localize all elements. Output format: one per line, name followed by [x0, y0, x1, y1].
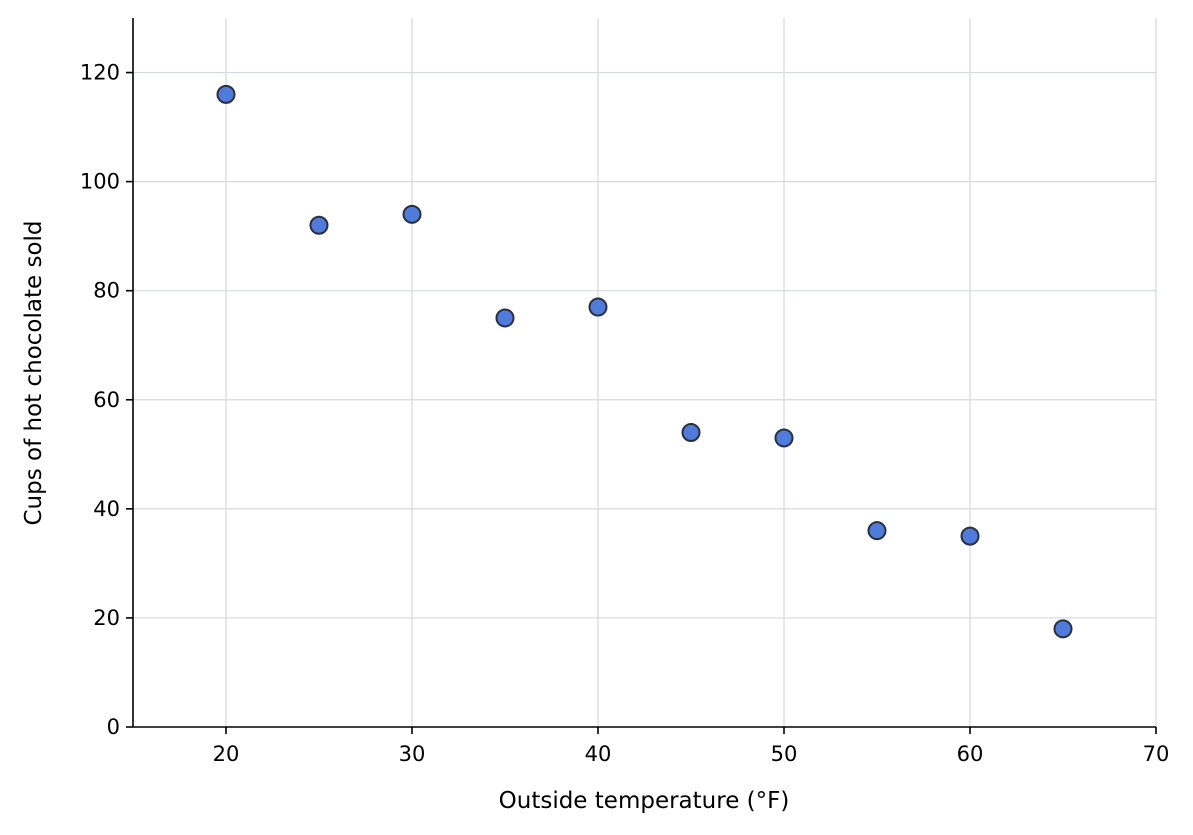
data-point: [402, 204, 422, 224]
data-point: [588, 297, 608, 317]
x-tick-label: 60: [957, 742, 984, 766]
x-tick-label: 30: [399, 742, 426, 766]
x-tick-label: 50: [771, 742, 798, 766]
data-point: [1053, 619, 1073, 639]
data-point: [774, 428, 794, 448]
x-tick-label: 70: [1143, 742, 1170, 766]
y-tick-label: 40: [93, 497, 120, 521]
tick-marks: 20 30 40 50 60 70 0 20 40 60 80 100 120: [80, 61, 1169, 766]
data-point: [867, 521, 887, 541]
data-point: [681, 422, 701, 442]
data-point: [309, 215, 329, 235]
data-point: [960, 526, 980, 546]
y-tick-label: 60: [93, 388, 120, 412]
y-tick-label: 20: [93, 606, 120, 630]
data-point: [495, 308, 515, 328]
y-tick-label: 80: [93, 279, 120, 303]
data-points: [216, 84, 1073, 639]
x-tick-label: 20: [213, 742, 240, 766]
x-tick-label: 40: [585, 742, 612, 766]
y-tick-label: 120: [80, 61, 120, 85]
y-tick-label: 100: [80, 170, 120, 194]
x-axis-title: Outside temperature (°F): [499, 788, 790, 814]
y-axis-title: Cups of hot chocolate sold: [21, 220, 47, 525]
y-tick-label: 0: [107, 715, 120, 739]
data-point: [216, 84, 236, 104]
axes: [132, 18, 1156, 728]
grid-lines: [133, 18, 1157, 727]
